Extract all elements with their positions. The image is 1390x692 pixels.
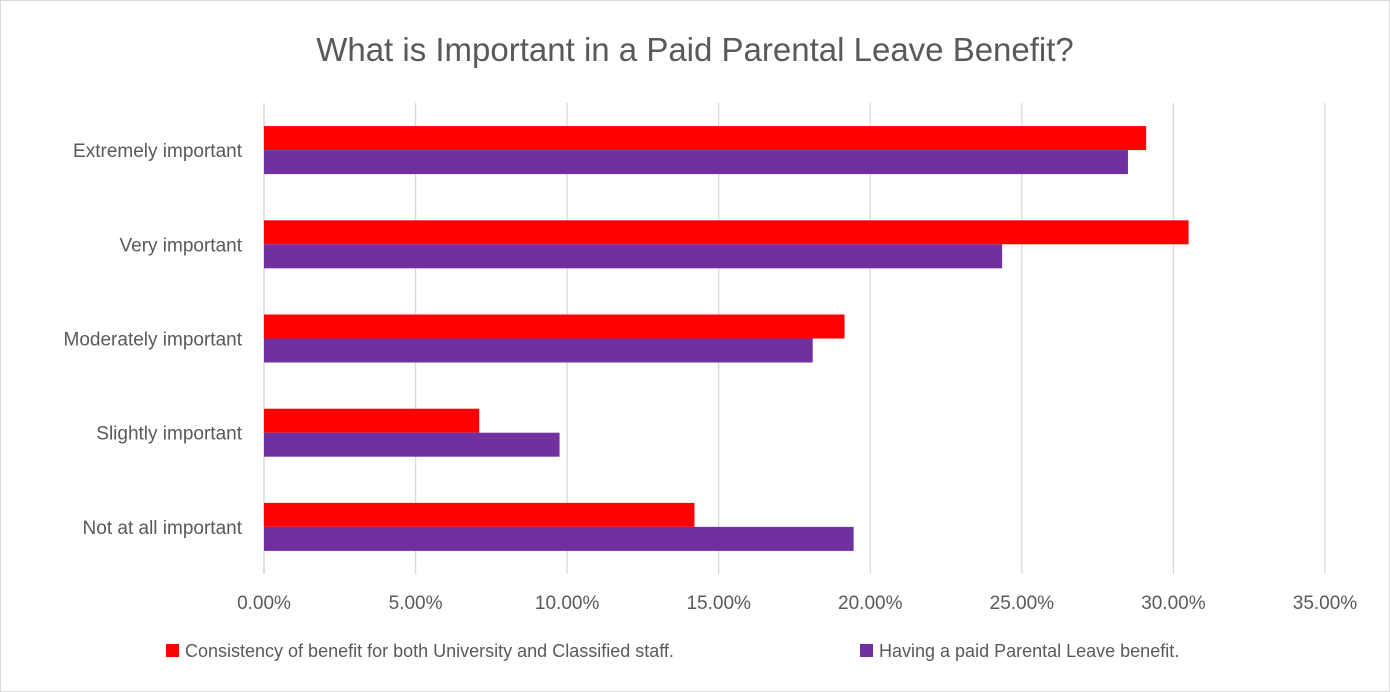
bar-having-benefit bbox=[264, 244, 1003, 269]
x-tick-label: 35.00% bbox=[1293, 593, 1358, 614]
legend-label: Consistency of benefit for both Universi… bbox=[185, 641, 674, 661]
category-label: Extremely important bbox=[73, 141, 243, 162]
bar-having-benefit bbox=[264, 150, 1128, 175]
legend-swatch bbox=[166, 644, 179, 657]
bar-consistency bbox=[264, 220, 1189, 245]
bar-having-benefit bbox=[264, 526, 854, 551]
legend-label: Having a paid Parental Leave benefit. bbox=[879, 641, 1179, 661]
bar-consistency bbox=[264, 502, 695, 527]
bar-having-benefit bbox=[264, 338, 813, 363]
category-label: Not at all important bbox=[83, 518, 243, 539]
x-tick-label: 10.00% bbox=[535, 593, 600, 614]
x-tick-label: 15.00% bbox=[686, 593, 751, 614]
bar-consistency bbox=[264, 314, 845, 339]
x-tick-label: 30.00% bbox=[1141, 593, 1206, 614]
bar-having-benefit bbox=[264, 432, 560, 457]
x-tick-label: 0.00% bbox=[237, 593, 291, 614]
bars bbox=[264, 126, 1189, 551]
legend: Consistency of benefit for both Universi… bbox=[166, 641, 1179, 661]
category-label: Very important bbox=[120, 235, 243, 256]
category-label: Moderately important bbox=[64, 330, 243, 351]
category-labels: Extremely important Very important Moderat… bbox=[64, 141, 243, 539]
chart-title: What is Important in a Paid Parental Lea… bbox=[316, 31, 1074, 68]
bar-consistency bbox=[264, 126, 1147, 151]
x-axis-tick-labels: 0.00% 5.00% 10.00% 15.00% 20.00% 25.00% 30.00%… bbox=[237, 593, 1357, 614]
legend-swatch bbox=[860, 644, 873, 657]
x-tick-label: 25.00% bbox=[990, 593, 1055, 614]
x-tick-label: 20.00% bbox=[838, 593, 903, 614]
x-tick-label: 5.00% bbox=[389, 593, 443, 614]
category-label: Slightly important bbox=[96, 424, 242, 445]
bar-consistency bbox=[264, 408, 480, 433]
